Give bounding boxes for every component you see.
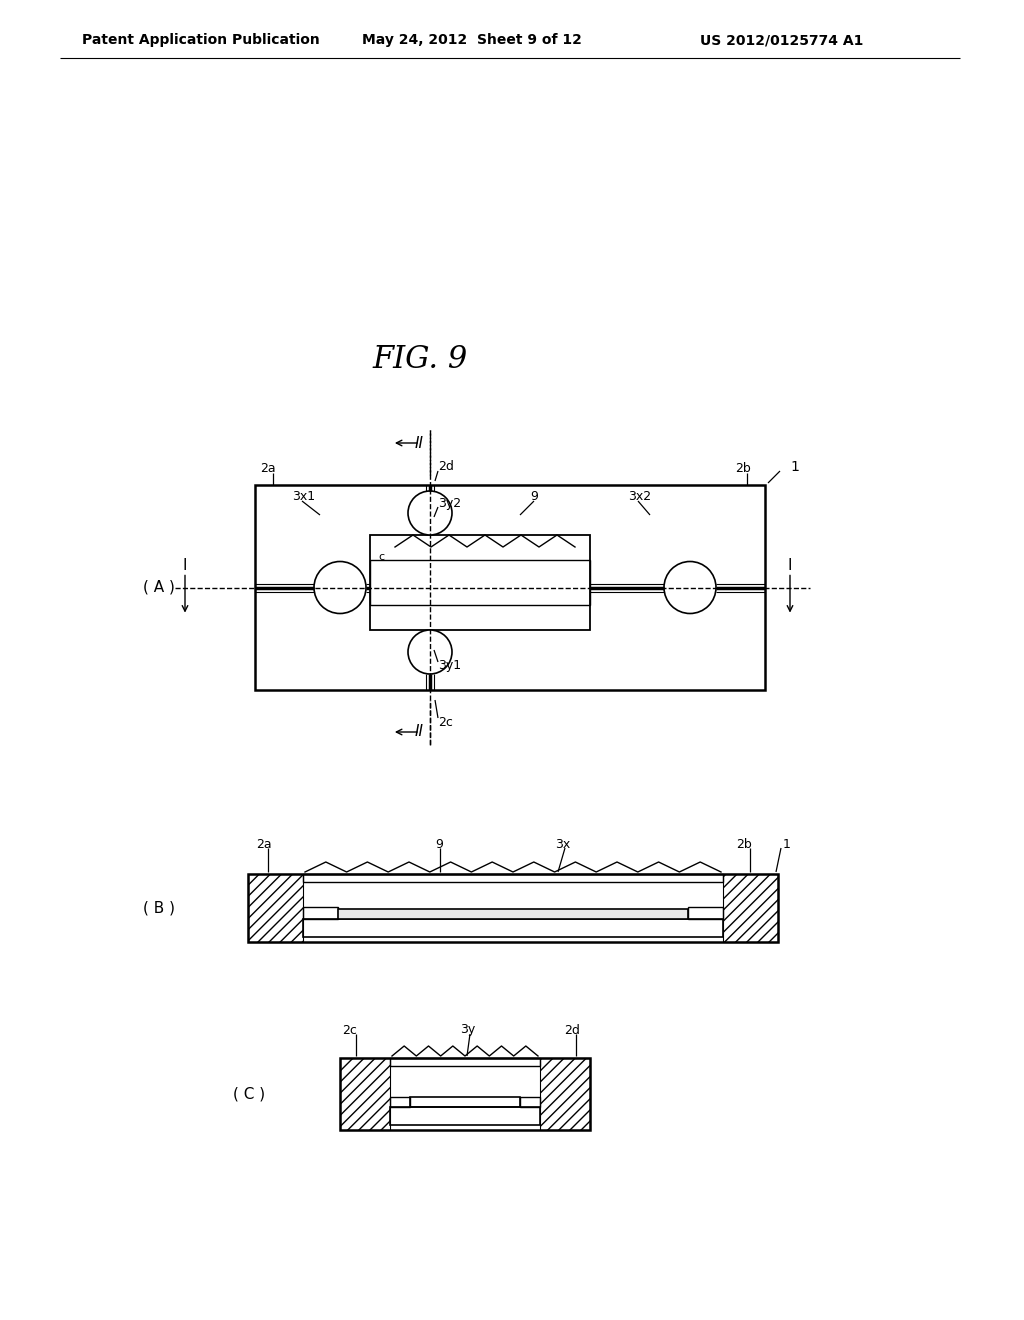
Bar: [340, 1059, 590, 1130]
Text: 1: 1: [783, 837, 791, 850]
Text: II: II: [415, 725, 424, 739]
Text: 2d: 2d: [438, 461, 454, 474]
Text: 3y1: 3y1: [438, 660, 461, 672]
Text: 2b: 2b: [736, 837, 752, 850]
Circle shape: [408, 630, 452, 675]
Bar: [520, 1097, 540, 1107]
Text: FIG. 9: FIG. 9: [373, 345, 468, 375]
Bar: [370, 560, 590, 605]
Text: US 2012/0125774 A1: US 2012/0125774 A1: [700, 33, 863, 48]
Bar: [255, 484, 765, 690]
Text: 1: 1: [790, 459, 799, 474]
Bar: [303, 907, 338, 919]
Text: 9: 9: [435, 837, 442, 850]
Text: I: I: [787, 558, 793, 573]
Text: 3x2: 3x2: [628, 491, 651, 503]
Text: 2a: 2a: [260, 462, 275, 475]
Text: 9: 9: [530, 491, 538, 503]
Bar: [390, 1107, 540, 1125]
Bar: [303, 874, 723, 882]
Text: 3y2: 3y2: [438, 496, 461, 510]
Circle shape: [664, 561, 716, 614]
Bar: [390, 1097, 410, 1107]
Text: 3x1: 3x1: [292, 491, 315, 503]
Text: ( B ): ( B ): [143, 900, 175, 916]
Text: II: II: [415, 436, 424, 450]
Text: 3y: 3y: [460, 1023, 475, 1036]
Text: c: c: [378, 552, 384, 562]
Circle shape: [314, 561, 366, 614]
Text: 2b: 2b: [735, 462, 751, 475]
Text: 3x: 3x: [555, 837, 570, 850]
Bar: [390, 1059, 540, 1067]
Text: ( A ): ( A ): [143, 579, 175, 595]
Bar: [303, 919, 723, 937]
Bar: [248, 874, 778, 942]
Bar: [338, 909, 688, 919]
Text: ( C ): ( C ): [232, 1086, 265, 1101]
Text: I: I: [182, 558, 187, 573]
Text: 2c: 2c: [342, 1023, 357, 1036]
Text: 2c: 2c: [438, 715, 453, 729]
Bar: [688, 907, 723, 919]
Bar: [370, 535, 590, 630]
Circle shape: [408, 491, 452, 535]
Text: Patent Application Publication: Patent Application Publication: [82, 33, 319, 48]
Text: May 24, 2012  Sheet 9 of 12: May 24, 2012 Sheet 9 of 12: [362, 33, 582, 48]
Text: 2d: 2d: [564, 1023, 580, 1036]
Text: 2a: 2a: [256, 837, 271, 850]
Bar: [410, 1097, 520, 1107]
